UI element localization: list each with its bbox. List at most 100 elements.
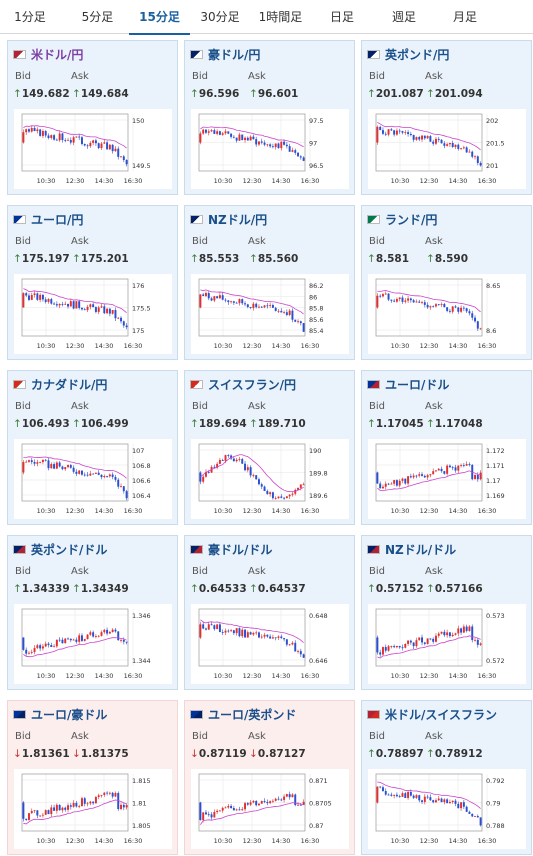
candle [39, 129, 42, 136]
candle [106, 476, 109, 477]
y-tick-label: 0.792 [486, 777, 505, 785]
x-tick-label: 10:30 [214, 177, 233, 185]
pair-title[interactable]: NZドル/ドル [385, 543, 457, 557]
candle [213, 812, 216, 818]
candle [381, 486, 384, 489]
pair-title[interactable]: 豪ドル/ドル [208, 543, 273, 557]
tab-3[interactable]: 30分足 [200, 10, 240, 24]
rate-card[interactable]: ランド/円 Bid Ask ↑8.581 ↑8.590 8.65 8.6 10:30 12:30… [361, 205, 532, 360]
tab-1[interactable]: 5分足 [81, 10, 114, 24]
candle [460, 628, 463, 633]
candle [202, 294, 205, 296]
candle [479, 163, 482, 166]
tab-5[interactable]: 日足 [329, 10, 354, 24]
bid-label: Bid [192, 566, 208, 577]
pair-title[interactable]: スイスフラン/円 [208, 378, 297, 392]
rate-card[interactable]: ユーロ/ドル Bid Ask ↑1.17045 ↑1.17048 1.172 1.171 1.… [361, 370, 532, 525]
moving-average-line [23, 288, 127, 314]
pair-title[interactable]: 米ドル/円 [31, 48, 84, 62]
candle [479, 817, 482, 826]
candlestick-chart[interactable]: 190 189.8 189.6 10:30 12:30 14:30 16:30 [191, 439, 349, 519]
candle [379, 652, 382, 655]
candle [283, 796, 286, 800]
currency-flag-icon [367, 545, 380, 554]
candle [72, 301, 75, 309]
pair-title[interactable]: 英ポンド/円 [385, 48, 450, 62]
tab-7[interactable]: 月足 [452, 10, 477, 24]
candle [398, 796, 401, 798]
tab-2[interactable]: 15分足 [129, 0, 190, 35]
rate-card[interactable]: 米ドル/円 Bid Ask ↑149.682 ↑149.684 150 149.5 10:30… [7, 40, 178, 195]
candle [216, 296, 219, 299]
candle [257, 141, 260, 145]
candlestick-chart[interactable]: 176 175.5 175 10:30 12:30 14:30 16:30 [14, 274, 172, 354]
pair-title[interactable]: ユーロ/ドル [385, 378, 450, 392]
rate-card[interactable]: 英ポンド/ドル Bid Ask ↑1.34339 ↑1.34349 1.346 1.344 1… [7, 535, 178, 690]
candle [103, 629, 106, 633]
candle [457, 803, 460, 809]
candle [471, 813, 474, 817]
candle [27, 295, 30, 300]
tab-6[interactable]: 週足 [391, 10, 416, 24]
bid-price: ↑85.553 [190, 253, 239, 265]
rate-card[interactable]: ユーロ/豪ドル Bid Ask ↓1.81361 ↓1.81375 1.815 1.81 1.… [7, 700, 178, 855]
y-tick-label: 201 [486, 162, 498, 170]
pair-title[interactable]: NZドル/円 [208, 213, 268, 227]
candlestick-chart[interactable]: 8.65 8.6 10:30 12:30 14:30 16:30 [368, 274, 526, 354]
pair-title[interactable]: ユーロ/豪ドル [31, 708, 108, 722]
pair-title[interactable]: ユーロ/円 [31, 213, 84, 227]
candle [86, 634, 89, 640]
candlestick-chart[interactable]: 1.815 1.81 1.805 10:30 12:30 14:30 16:30 [14, 769, 172, 849]
rate-card[interactable]: ユーロ/英ポンド Bid Ask ↓0.87119 ↓0.87127 0.871 0.870… [184, 700, 355, 855]
arrow-up-icon: ↑ [249, 418, 258, 430]
pair-title[interactable]: 米ドル/スイスフラン [385, 708, 498, 722]
candle [429, 638, 432, 640]
candlestick-chart[interactable]: 86.2 86 85.8 85.6 85.4 10:30 12:30 14:30 16:30 [191, 274, 349, 354]
rate-card[interactable]: スイスフラン/円 Bid Ask ↑189.694 ↑189.710 190 189.8 18… [184, 370, 355, 525]
rate-card[interactable]: ユーロ/円 Bid Ask ↑175.197 ↑175.201 176 175.5 175 10… [7, 205, 178, 360]
x-tick-label: 10:30 [37, 672, 56, 680]
x-tick-label: 12:30 [243, 177, 262, 185]
candlestick-chart[interactable]: 97.5 97 96.5 10:30 12:30 14:30 16:30 [191, 109, 349, 189]
tab-4[interactable]: 1時間足 [258, 10, 303, 24]
candlestick-chart[interactable]: 0.792 0.79 0.788 10:30 12:30 14:30 16:30 [368, 769, 526, 849]
pair-title[interactable]: ユーロ/英ポンド [208, 708, 297, 722]
bid-price: ↓0.87119 [190, 748, 247, 760]
candle [213, 625, 216, 630]
candle [69, 638, 72, 641]
rate-card[interactable]: カナダドル/円 Bid Ask ↑106.493 ↑106.499 107 106.8 106… [7, 370, 178, 525]
candle [443, 631, 446, 636]
candlestick-chart[interactable]: 1.346 1.344 10:30 12:30 14:30 16:30 [14, 604, 172, 684]
candlestick-chart[interactable]: 202 201.5 201 10:30 12:30 14:30 16:30 [368, 109, 526, 189]
candle [448, 310, 451, 312]
candle [412, 300, 415, 303]
ask-price-value: 201.094 [434, 88, 483, 100]
candlestick-chart[interactable]: 0.871 0.8705 0.87 10:30 12:30 14:30 16:30 [191, 769, 349, 849]
candle [238, 809, 241, 811]
rate-card[interactable]: 米ドル/スイスフラン Bid Ask ↑0.78897 ↑0.78912 0.792 0.7… [361, 700, 532, 855]
candle [384, 647, 387, 651]
candlestick-chart[interactable]: 1.172 1.171 1.17 1.169 10:30 12:30 14:30 16:30 [368, 439, 526, 519]
rate-card[interactable]: NZドル/ドル Bid Ask ↑0.57152 ↑0.57166 0.573 0.572 1… [361, 535, 532, 690]
pair-title[interactable]: ランド/円 [385, 213, 438, 227]
candle [227, 300, 230, 303]
rate-card[interactable]: 豪ドル/円 Bid Ask ↑96.596 ↑96.601 97.5 97 96.5 10:30… [184, 40, 355, 195]
candle [94, 140, 97, 144]
candle [255, 801, 258, 806]
candlestick-chart[interactable]: 0.648 0.646 10:30 12:30 14:30 16:30 [191, 604, 349, 684]
ask-label: Ask [248, 731, 266, 742]
rate-card[interactable]: NZドル/円 Bid Ask ↑85.553 ↑85.560 86.2 86 85.8 85.6… [184, 205, 355, 360]
rate-card[interactable]: 英ポンド/円 Bid Ask ↑201.087 ↑201.094 202 201.5 201 1… [361, 40, 532, 195]
candle [120, 639, 123, 641]
pair-title[interactable]: カナダドル/円 [31, 378, 108, 392]
pair-title[interactable]: 英ポンド/ドル [31, 543, 108, 557]
tab-0[interactable]: 1分足 [14, 10, 46, 24]
candle [80, 470, 83, 475]
rate-card[interactable]: 豪ドル/ドル Bid Ask ↑0.64533 ↑0.64537 0.648 0.646 10… [184, 535, 355, 690]
candlestick-chart[interactable]: 0.573 0.572 10:30 12:30 14:30 16:30 [368, 604, 526, 684]
candle [379, 295, 382, 297]
candlestick-chart[interactable]: 107 106.8 106.6 106.4 10:30 12:30 14:30 16:30 [14, 439, 172, 519]
candlestick-chart[interactable]: 150 149.5 10:30 12:30 14:30 16:30 [14, 109, 172, 189]
pair-title[interactable]: 豪ドル/円 [208, 48, 261, 62]
candle [302, 323, 305, 332]
